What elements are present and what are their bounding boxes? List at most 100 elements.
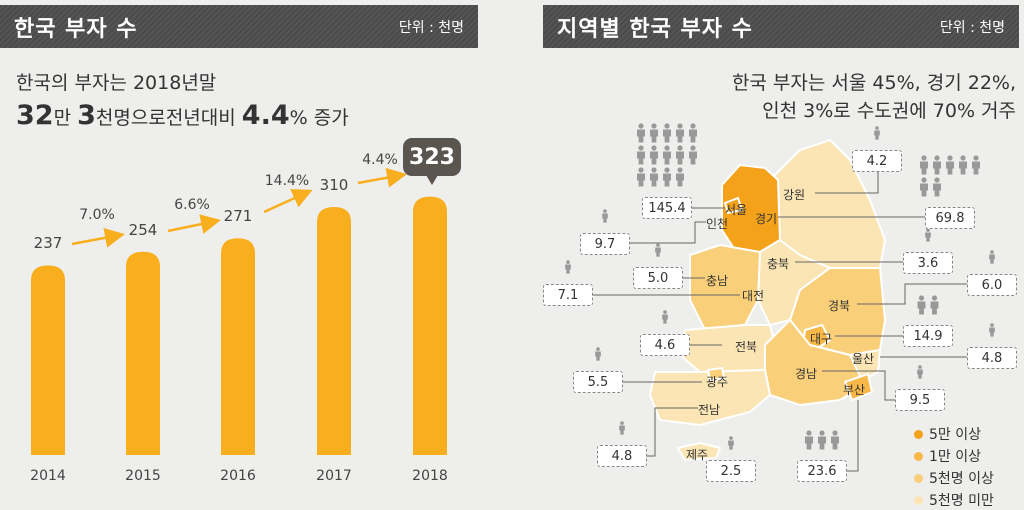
person-icon xyxy=(917,365,923,379)
sub-text-2: 천명으로전년대비 xyxy=(95,107,242,129)
sub-number-2: 3 xyxy=(77,100,96,131)
person-icon xyxy=(874,126,880,140)
region-광주 xyxy=(706,366,726,382)
legend-label: 5천명 이상 xyxy=(929,471,994,487)
legend-swatch xyxy=(914,429,923,439)
person-icon xyxy=(933,177,941,197)
value-label: 254 xyxy=(128,220,158,239)
person-icon xyxy=(689,145,697,165)
region-label-제주: 제주 xyxy=(686,448,709,462)
person-icon xyxy=(565,260,571,274)
region-label-울산: 울산 xyxy=(852,352,875,366)
region-label-대전: 대전 xyxy=(742,289,765,303)
legend-swatch xyxy=(914,495,923,505)
region-label-전남: 전남 xyxy=(698,403,721,417)
person-icon xyxy=(933,155,941,175)
person-icon xyxy=(662,310,668,324)
left-subtitle-1: 한국의 부자는 2018년말 xyxy=(16,72,217,94)
growth-arrow xyxy=(357,167,407,188)
region-value-대구: 14.9 xyxy=(903,325,953,347)
person-icon xyxy=(959,155,967,175)
person-icon xyxy=(728,436,734,450)
region-label-인천: 인천 xyxy=(706,217,729,231)
year-label: 2015 xyxy=(125,468,161,484)
legend-item: 5만 이상 xyxy=(914,424,981,444)
person-icon xyxy=(663,145,671,165)
right-unit: 단위 : 천명 xyxy=(939,19,1005,36)
growth-label: 7.0% xyxy=(79,207,115,223)
sub-number-3: 4.4 xyxy=(241,100,290,131)
map-headline-2: 인천 3%로 수도권에 70% 거주 xyxy=(762,100,1016,122)
region-label-전북: 전북 xyxy=(735,340,758,354)
legend-item: 5천명 미만 xyxy=(914,490,994,510)
leader-line xyxy=(822,370,895,401)
growth-label: 6.6% xyxy=(174,197,210,213)
highlight-value: 323 xyxy=(409,144,455,170)
person-icon xyxy=(637,145,645,165)
person-icon xyxy=(676,167,684,187)
value-label: 310 xyxy=(319,176,349,194)
growth-label: 4.4% xyxy=(362,152,398,168)
region-value-인천: 9.7 xyxy=(580,233,630,255)
person-icon xyxy=(989,323,995,337)
person-icon xyxy=(805,430,813,450)
person-icon xyxy=(655,243,661,257)
region-제주 xyxy=(676,441,722,462)
bar-2017 xyxy=(317,207,351,455)
person-icon xyxy=(920,177,928,197)
region-label-강원: 강원 xyxy=(783,188,806,202)
region-value-광주: 5.5 xyxy=(573,371,623,393)
year-label: 2017 xyxy=(316,468,352,484)
legend-label: 5천명 미만 xyxy=(929,493,994,509)
region-label-충북: 충북 xyxy=(767,257,790,271)
leader-line xyxy=(857,283,967,305)
person-icon xyxy=(925,228,931,242)
person-icon xyxy=(676,123,684,143)
year-label: 2016 xyxy=(220,468,256,484)
person-icon xyxy=(663,123,671,143)
person-icon xyxy=(637,167,645,187)
person-icon xyxy=(917,295,926,315)
region-value-대전: 7.1 xyxy=(543,284,593,306)
region-전북 xyxy=(678,324,777,374)
region-value-서울: 145.4 xyxy=(642,197,692,219)
person-icon xyxy=(946,155,954,175)
sub-number-1: 32 xyxy=(16,100,54,131)
legend-label: 1만 이상 xyxy=(929,449,981,465)
sub-text-1: 만 xyxy=(53,107,78,129)
person-icon xyxy=(595,347,601,361)
person-icon xyxy=(689,123,697,143)
person-icon xyxy=(650,145,658,165)
right-header: 지역별 한국 부자 수 단위 : 천명 xyxy=(543,5,1019,48)
bar-2014 xyxy=(31,265,65,455)
leader-line xyxy=(815,170,879,194)
person-icon xyxy=(818,430,826,450)
value-label: 237 xyxy=(33,234,63,253)
region-value-제주: 2.5 xyxy=(706,460,756,482)
person-icon xyxy=(663,167,671,187)
person-icon xyxy=(972,155,980,175)
value-label: 271 xyxy=(223,207,253,226)
region-서울 xyxy=(723,196,744,215)
leader-line xyxy=(847,400,859,472)
person-icon xyxy=(676,145,684,165)
sub-text-3: % 증가 xyxy=(289,107,349,129)
legend-label: 5만 이상 xyxy=(929,427,981,443)
region-value-경기: 69.8 xyxy=(925,207,975,229)
growth-arrow xyxy=(263,189,313,214)
region-충남 xyxy=(689,243,762,332)
person-icon xyxy=(637,123,645,143)
growth-label: 14.4% xyxy=(264,173,310,189)
person-icon xyxy=(930,295,939,315)
map-headline-1: 한국 부자는 서울 45%, 경기 22%, xyxy=(731,72,1016,94)
person-icon xyxy=(602,209,608,223)
legend-swatch xyxy=(914,451,923,461)
person-icon xyxy=(619,421,625,435)
highlight-bubble: 323 xyxy=(403,138,461,185)
region-label-경남: 경남 xyxy=(795,367,818,381)
region-value-전북: 4.6 xyxy=(640,334,690,356)
region-value-경남: 9.5 xyxy=(895,389,945,411)
region-label-부산: 부산 xyxy=(843,383,866,397)
person-icon xyxy=(650,167,658,187)
region-value-충북: 3.6 xyxy=(903,252,953,274)
